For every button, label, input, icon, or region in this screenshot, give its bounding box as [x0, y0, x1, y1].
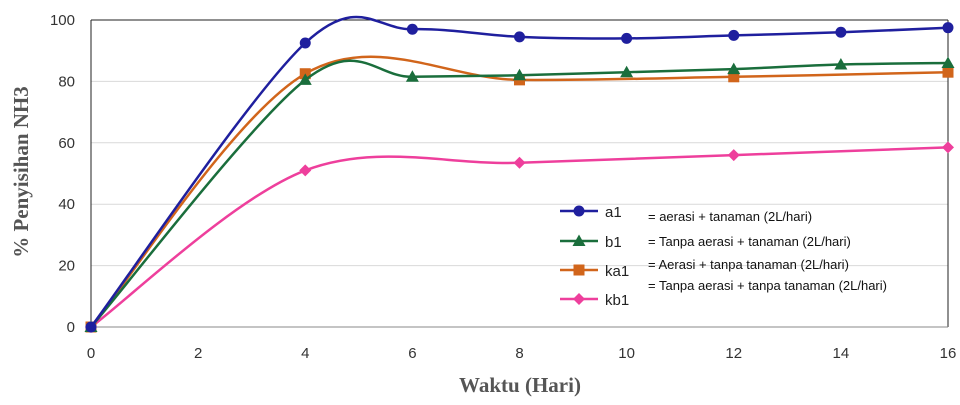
legend-description-a1: = aerasi + tanaman (2L/hari) [648, 209, 812, 224]
x-tick-label: 16 [940, 345, 957, 362]
legend-item-a1: a1 = aerasi + tanaman (2L/hari) [560, 204, 812, 224]
legend-description-ka1: = Aerasi + tanpa tanaman (2L/hari) [648, 257, 849, 272]
x-axis-title: Waktu (Hari) [459, 373, 581, 397]
data-point-a1 [728, 29, 740, 41]
data-point-a1 [406, 23, 418, 35]
data-point-b1 [298, 73, 312, 85]
x-tick-label: 8 [515, 345, 523, 362]
series-line-ka1 [90, 55, 949, 328]
data-point-b1 [941, 56, 955, 68]
axes: 0 20 40 60 80 100 0 2 4 6 8 10 12 14 16 [50, 12, 956, 362]
data-point-b1 [727, 62, 741, 75]
legend-marker-ka1 [573, 264, 585, 276]
data-point-b1 [834, 58, 848, 70]
series-a1 [85, 15, 954, 333]
y-tick-label: 40 [58, 196, 75, 213]
y-tick-label: 0 [67, 319, 75, 336]
data-point-kb1 [942, 141, 954, 154]
x-tick-label: 2 [194, 345, 202, 362]
legend-label-kb1: kb1 [605, 292, 629, 309]
legend-item-ka1: ka1 = Aerasi + tanpa tanaman (2L/hari) [560, 257, 849, 280]
data-point-b1 [513, 68, 526, 81]
data-point-a1 [514, 31, 525, 43]
legend: a1 = aerasi + tanaman (2L/hari) b1 = Tanpa … [560, 204, 887, 309]
data-point-a1 [299, 37, 311, 49]
data-point-kb1 [299, 164, 312, 177]
legend-label-b1: b1 [605, 234, 622, 251]
legend-label-a1: a1 [605, 204, 622, 221]
y-tick-label: 100 [50, 12, 75, 29]
x-tick-label: 10 [618, 345, 635, 362]
data-point-kb1 [727, 149, 740, 162]
legend-description-b1: = Tanpa aerasi + tanaman (2L/hari) [648, 234, 851, 249]
x-tick-label: 4 [301, 345, 309, 362]
data-point-a1 [835, 26, 847, 38]
x-tick-label: 0 [87, 345, 95, 362]
x-tick-label: 6 [408, 345, 416, 362]
data-point-a1 [85, 321, 97, 333]
legend-marker-b1 [572, 234, 586, 246]
x-tick-label: 12 [725, 345, 742, 362]
data-point-kb1 [513, 156, 526, 169]
series-line-b1 [90, 59, 949, 328]
y-tick-label: 60 [58, 135, 75, 152]
data-point-a1 [621, 32, 633, 44]
legend-marker-kb1 [573, 293, 585, 305]
x-tick-label: 14 [833, 345, 850, 362]
legend-description-kb1: = Tanpa aerasi + tanpa tanaman (2L/hari) [648, 278, 887, 293]
legend-label-ka1: ka1 [605, 263, 629, 280]
data-point-a1 [942, 22, 954, 34]
data-point-ka1 [942, 66, 954, 78]
y-tick-label: 80 [58, 73, 75, 90]
legend-item-b1: b1 = Tanpa aerasi + tanaman (2L/hari) [560, 234, 851, 251]
data-point-b1 [405, 70, 419, 82]
y-axis-title: % Penyisihan NH3 [9, 86, 33, 258]
data-point-ka1 [728, 71, 740, 83]
y-tick-label: 20 [58, 258, 75, 275]
series-group [84, 15, 955, 333]
data-point-b1 [620, 65, 634, 78]
legend-marker-a1 [573, 205, 585, 217]
legend-item-kb1: kb1 = Tanpa aerasi + tanpa tanaman (2L/ha… [560, 278, 887, 309]
